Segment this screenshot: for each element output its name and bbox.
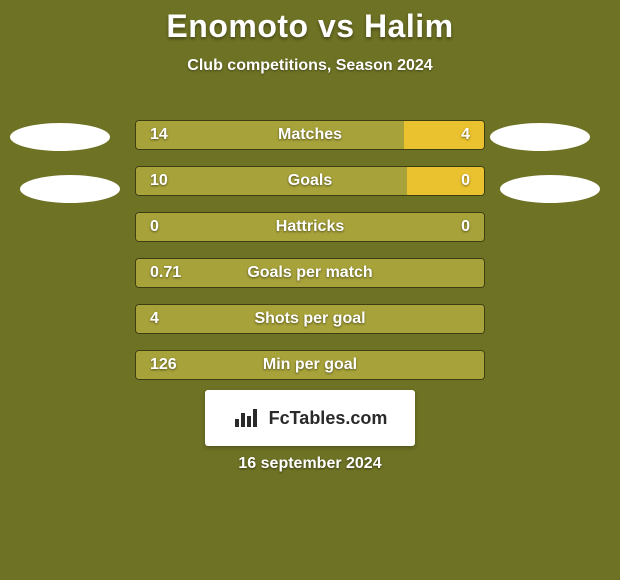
oval-bl — [20, 175, 120, 203]
stat-row-goals: 10 Goals 0 — [135, 166, 485, 196]
value-right: 0 — [461, 218, 470, 236]
seg-right — [407, 167, 484, 195]
stat-label: Goals — [288, 172, 332, 190]
badge-text: FcTables.com — [269, 408, 388, 429]
stat-label: Shots per goal — [254, 310, 365, 328]
value-right: 4 — [461, 126, 470, 144]
seg-left — [136, 167, 407, 195]
bars-icon — [233, 407, 261, 429]
oval-br — [500, 175, 600, 203]
stat-label: Min per goal — [263, 356, 357, 374]
value-left: 14 — [150, 126, 168, 144]
value-left: 0 — [150, 218, 159, 236]
stat-row-goals-per-match: 0.71 Goals per match — [135, 258, 485, 288]
value-left: 10 — [150, 172, 168, 190]
value-left: 4 — [150, 310, 159, 328]
value-right: 0 — [461, 172, 470, 190]
oval-tr — [490, 123, 590, 151]
page-title: Enomoto vs Halim — [0, 0, 620, 45]
seg-left — [136, 121, 404, 149]
oval-tl — [10, 123, 110, 151]
stat-row-hattricks: 0 Hattricks 0 — [135, 212, 485, 242]
stat-label: Matches — [278, 126, 342, 144]
stat-row-min-per-goal: 126 Min per goal — [135, 350, 485, 380]
subtitle: Club competitions, Season 2024 — [0, 57, 620, 75]
seg-right — [404, 121, 484, 149]
stat-label: Hattricks — [276, 218, 344, 236]
value-left: 0.71 — [150, 264, 181, 282]
stat-row-matches: 14 Matches 4 — [135, 120, 485, 150]
date-text: 16 september 2024 — [238, 455, 381, 473]
site-badge: FcTables.com — [205, 390, 415, 446]
stat-label: Goals per match — [247, 264, 372, 282]
stat-rows: 14 Matches 4 10 Goals 0 0 Hattricks 0 0.71 Goals p… — [135, 120, 485, 396]
stat-row-shots-per-goal: 4 Shots per goal — [135, 304, 485, 334]
value-left: 126 — [150, 356, 177, 374]
